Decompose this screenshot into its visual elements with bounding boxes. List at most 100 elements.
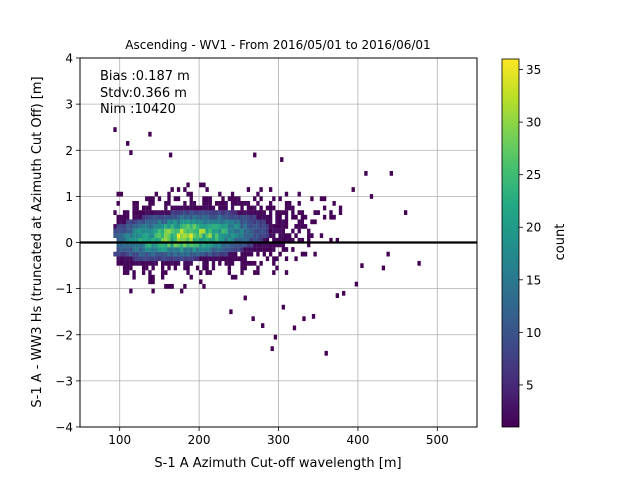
heatmap-cell [183,247,187,252]
heatmap-cell [272,256,276,262]
heatmap-cell [138,228,143,234]
x-tick-label: 200 [188,433,211,447]
heatmap-cell [113,233,117,239]
heatmap-cell [167,224,171,229]
heatmap-cell [253,247,257,252]
heatmap-cell [214,237,219,243]
heatmap-cell [227,256,232,262]
heatmap-cell [291,237,295,243]
heatmap-cell [199,270,203,275]
heatmap-cell [256,233,260,239]
heatmap-cell [256,251,260,257]
heatmap-cell [208,219,212,225]
heatmap-cell [195,251,200,257]
heatmap-cell [129,242,133,248]
heatmap-cell [132,224,136,229]
heatmap-cell [148,247,152,252]
heatmap-cell [221,200,225,206]
heatmap-cell [278,251,282,257]
heatmap-cell [195,233,200,239]
heatmap-cell [335,293,339,298]
heatmap-cell [129,260,133,266]
heatmap-cell [186,270,190,275]
heatmap-cell [313,251,317,257]
heatmap-cell [180,219,184,225]
heatmap-cell [208,196,212,202]
heatmap-cell [214,224,219,229]
heatmap-cell [243,260,247,266]
heatmap-cell [192,251,197,257]
heatmap-cell [240,205,244,211]
heatmap-cell [265,247,270,252]
heatmap-cell [180,210,184,215]
heatmap-cell [221,205,225,211]
heatmap-cell [164,270,168,275]
heatmap-cell [183,284,187,289]
heatmap-cell [202,260,206,266]
heatmap-cell [234,233,238,239]
heatmap-cell [240,265,244,271]
heatmap-cell [227,242,232,248]
heatmap-cell [192,219,197,225]
heatmap-cell [145,237,149,243]
heatmap-cell [186,219,190,225]
heatmap-cell [268,205,273,211]
heatmap-cell [227,214,232,220]
heatmap-cell [116,219,120,225]
heatmap-cell [218,214,222,220]
heatmap-cell [189,247,193,252]
heatmap-cell [202,196,206,202]
heatmap-cell [119,228,124,234]
heatmap-cell [176,210,181,215]
heatmap-cell [284,256,289,262]
heatmap-cell [189,233,193,239]
heatmap-cell [288,200,292,206]
heatmap-cell [224,205,228,211]
heatmap-cell [230,260,235,266]
heatmap-cell [164,224,168,229]
heatmap-cells [113,127,421,356]
heatmap-cell [234,274,238,280]
heatmap-cell [243,200,247,206]
heatmap-cell [230,196,235,202]
heatmap-cell [307,242,311,248]
heatmap-cell [132,219,136,225]
heatmap-cell [180,251,184,257]
heatmap-cell [224,219,228,225]
heatmap-cell [141,224,146,229]
heatmap-cell [256,219,260,225]
heatmap-cell [122,242,127,248]
heatmap-cell [116,214,120,220]
heatmap-cell [227,251,232,257]
heatmap-cell [145,196,149,202]
heatmap-cell [122,247,127,252]
heatmap-cell [129,247,133,252]
heatmap-cell [218,242,222,248]
heatmap-cell [243,233,247,239]
heatmap-cell [211,256,216,262]
heatmap-cell [338,210,343,215]
heatmap-cell [249,247,254,252]
heatmap-cell [151,210,155,215]
heatmap-cell [122,224,127,229]
heatmap-cell [170,228,174,234]
heatmap-cell [291,247,295,252]
heatmap-cell [195,256,200,262]
heatmap-cell [160,237,165,243]
heatmap-cell [253,242,257,248]
heatmap-cell [122,228,127,234]
heatmap-cell [205,187,209,192]
heatmap-cell [180,205,184,211]
heatmap-cell [278,224,282,229]
heatmap-cell [205,214,209,220]
heatmap-cell [195,237,200,243]
colorbar-tick-label: 35 [526,63,541,77]
heatmap-cell [230,242,235,248]
heatmap-cell [240,256,244,262]
heatmap-cell [259,219,263,225]
heatmap-cell [126,214,130,220]
heatmap-cell [151,228,155,234]
heatmap-cell [230,210,235,215]
heatmap-cell [332,214,336,220]
